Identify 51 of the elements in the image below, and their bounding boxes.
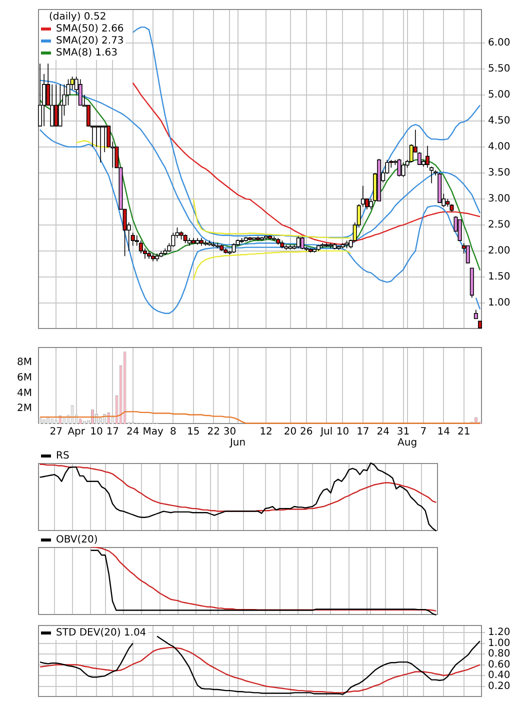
x-tick-label: 12: [260, 426, 272, 438]
y-tick-label: 0.80: [488, 648, 510, 660]
x-tick-label: May: [142, 426, 164, 438]
x-tick-label: 20: [284, 426, 297, 438]
legend-label: OBV(20): [56, 534, 98, 546]
x-tick-label: 17: [106, 426, 120, 438]
y-tick-label: 8M: [17, 356, 32, 368]
x-tick-label: 22: [207, 426, 220, 438]
y-tick-label: 2.00: [488, 246, 510, 257]
y-tick-label: 6.00: [488, 37, 510, 48]
y-tick-label: 3.50: [488, 167, 510, 178]
y-tick-label: 0.60: [488, 659, 510, 670]
legend-label: SMA(8) 1.63: [56, 48, 118, 59]
x-tick-label: 8: [170, 426, 176, 438]
y-tick-label: 2.50: [488, 220, 510, 231]
legend-label: SMA(20) 2.73: [56, 36, 124, 47]
x-tick-label: 15: [187, 426, 200, 438]
x-tick-label: 30: [223, 426, 236, 438]
y-tick-label: 1.00: [488, 298, 510, 309]
chart-title: (daily) 0.52: [49, 12, 106, 23]
x-tick-label: 24: [126, 426, 140, 438]
x-tick-label: 24: [376, 426, 390, 438]
y-tick-label: 3.00: [488, 194, 510, 205]
x-tick-label: 27: [50, 426, 63, 438]
x-tick-label: Aug: [398, 438, 418, 449]
x-tick-label: 26: [300, 426, 313, 438]
legend-label: RS: [56, 450, 70, 462]
x-tick-label: 31: [396, 426, 410, 438]
y-tick-label: 1.50: [488, 272, 510, 283]
y-tick-label: 4.50: [488, 115, 510, 126]
y-tick-label: 0.40: [488, 670, 510, 682]
y-tick-label: 5.00: [488, 89, 510, 100]
y-tick-label: 4M: [17, 388, 32, 399]
legend-label: SMA(50) 2.66: [56, 24, 124, 35]
x-tick-label: 10: [336, 426, 350, 438]
y-tick-label: 4.00: [488, 141, 510, 152]
x-tick-label: 10: [90, 426, 103, 438]
x-tick-label: Apr: [68, 426, 86, 438]
x-tick-label: Jun: [228, 438, 246, 449]
x-tick-label: 14: [437, 426, 450, 438]
y-tick-label: 5.50: [488, 63, 510, 74]
legend-label: STD DEV(20) 1.04: [56, 628, 146, 639]
x-tick-label: 17: [356, 426, 370, 438]
y-tick-label: 1.00: [488, 638, 510, 649]
x-tick-label: 7: [420, 426, 427, 438]
y-tick-label: 0.20: [488, 680, 510, 692]
y-tick-label: 2M: [17, 403, 32, 414]
y-tick-label: 6M: [17, 372, 32, 384]
x-tick-label: 21: [457, 426, 470, 438]
y-tick-label: 1.20: [488, 627, 510, 638]
x-tick-label: Jul: [320, 426, 333, 438]
